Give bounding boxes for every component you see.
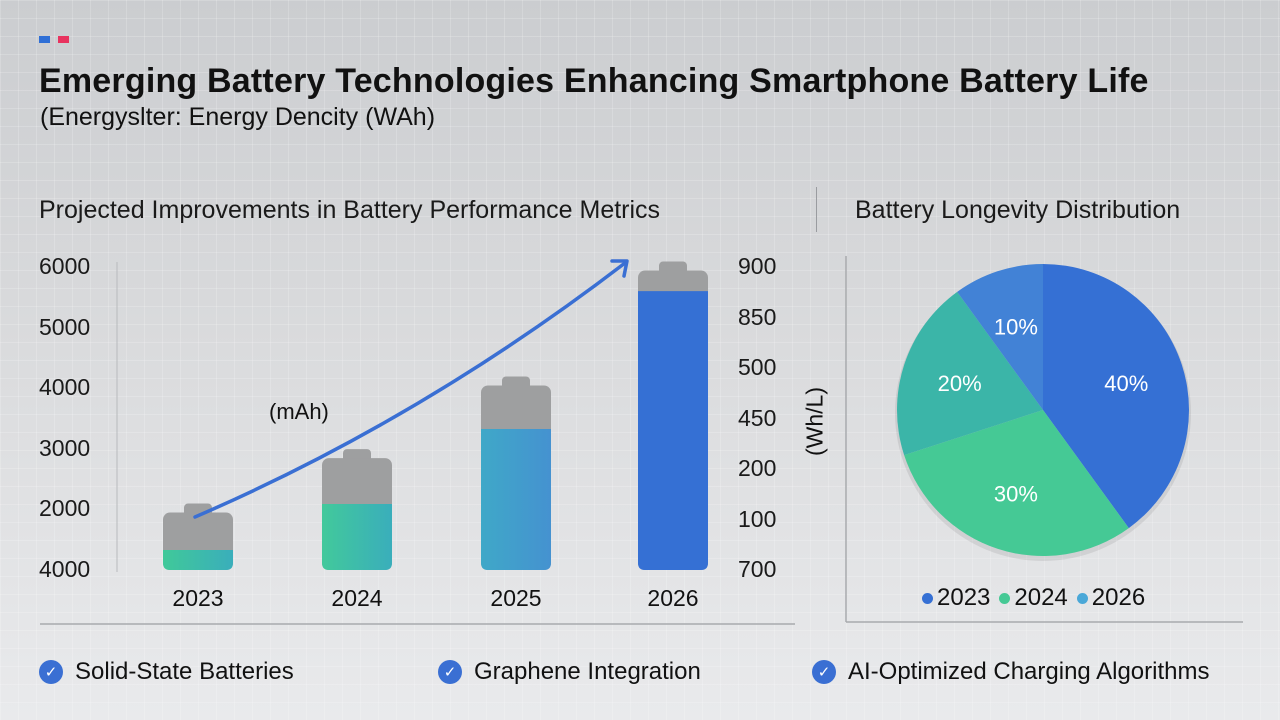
left-tick-label: 3000 [39, 434, 91, 461]
left-tick-label: 5000 [39, 313, 91, 340]
feature-graphene: ✓ Graphene Integration [438, 658, 701, 686]
pie-slice-label: 40% [1104, 371, 1148, 396]
legend-item: 2024 [999, 584, 1068, 612]
left-tick-label: 4000 [39, 374, 91, 400]
x-tick-label: 2025 [490, 585, 542, 611]
left-tick-label: 2000 [39, 495, 91, 521]
legend-label: 2026 [1091, 584, 1146, 611]
right-axis-label: (Wh/L) [801, 387, 828, 456]
right-tick-label: 850 [738, 303, 777, 330]
feature-solid-state: ✓ Solid-State Batteries [39, 658, 294, 686]
check-circle-icon: ✓ [812, 660, 836, 684]
legend-item: 2023 [922, 584, 990, 612]
capacity-annotation: (mAh) [269, 399, 329, 424]
accent-square-pink [58, 36, 69, 43]
legend-item: 2026 [1076, 584, 1146, 612]
right-tick-label: 700 [738, 556, 777, 582]
pie-slice-label: 30% [994, 481, 1038, 506]
pie-chart-title: Battery Longevity Distribution [855, 196, 1181, 224]
battery-charge-fill [481, 429, 551, 570]
legend-label: 2023 [937, 584, 991, 611]
legend-label: 2024 [1014, 584, 1068, 611]
feature-label: AI-Optimized Charging Algorithms [848, 658, 1210, 685]
right-tick-label: 100 [738, 505, 777, 532]
battery-charge-fill [163, 550, 233, 570]
trend-arrowhead-icon [610, 259, 629, 278]
x-tick-label: 2023 [172, 585, 224, 611]
check-circle-icon: ✓ [39, 660, 63, 684]
legend-dot [999, 592, 1011, 604]
pie-slice [904, 410, 1129, 556]
battery-charge-fill [638, 291, 708, 570]
pie-slice [957, 264, 1043, 410]
header-divider [816, 187, 817, 232]
trend-arrow-line [193, 261, 627, 519]
pie-slice-label: 10% [994, 315, 1038, 340]
pie-legend: 2023 2024 2026 [922, 584, 1145, 612]
pie-slice [897, 291, 1043, 456]
pie-slice [1043, 264, 1189, 529]
check-circle-icon: ✓ [438, 660, 462, 684]
right-tick-label: 900 [738, 253, 777, 279]
legend-dot [1076, 592, 1088, 604]
feature-label: Solid-State Batteries [75, 658, 294, 685]
battery-charge-fill [322, 504, 392, 570]
x-tick-label: 2024 [331, 585, 383, 611]
feature-label: Graphene Integration [474, 658, 701, 685]
right-tick-label: 200 [738, 455, 777, 481]
legend-dot [922, 592, 933, 604]
pie-slice-label: 20% [938, 371, 982, 396]
accent-square-blue [39, 36, 50, 43]
right-tick-label: 500 [738, 354, 777, 380]
right-tick-label: 450 [738, 404, 777, 431]
left-tick-label: 4000 [39, 555, 91, 582]
x-tick-label: 2026 [647, 585, 699, 611]
left-tick-label: 6000 [39, 253, 91, 279]
page-title: Emerging Battery Technologies Enhancing … [39, 62, 1149, 100]
page-subtitle: (Energyslter: Energy Dencity (WAh) [40, 103, 436, 131]
feature-ai-charging: ✓ AI-Optimized Charging Algorithms [812, 658, 1209, 686]
bar-chart-title: Projected Improvements in Battery Perfor… [39, 196, 661, 224]
